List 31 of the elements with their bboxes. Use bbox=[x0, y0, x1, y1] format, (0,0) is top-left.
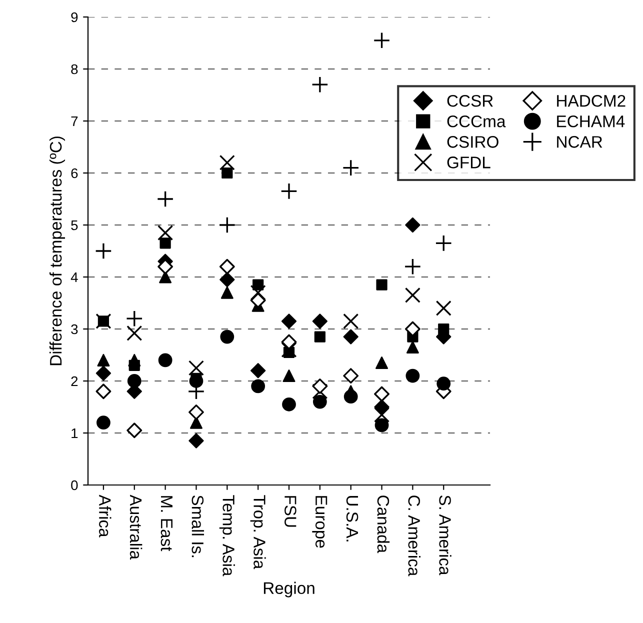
x-axis-title: Region bbox=[264, 582, 314, 598]
x-tick-label: Canada bbox=[377, 496, 390, 554]
legend-label: CSIRO bbox=[447, 136, 498, 148]
y-axis-title: Difference of temperatures (ºC) bbox=[49, 136, 65, 366]
x-tick-label: Australia bbox=[130, 494, 142, 560]
y-tick-label: 6 bbox=[71, 168, 78, 178]
legend-label: NCAR bbox=[557, 136, 602, 148]
x-tick-label: FSU bbox=[284, 496, 296, 527]
x-tick-label: Europe bbox=[312, 496, 328, 548]
x-tick-label: S. America bbox=[439, 495, 452, 576]
x-tick-label: M. East bbox=[160, 496, 172, 552]
x-tick-label: U.S.A. bbox=[346, 496, 358, 542]
y-tick-label: 3 bbox=[71, 324, 78, 334]
x-tick-label: Trop. Asia bbox=[250, 495, 266, 570]
legend-label: ECHAM4 bbox=[557, 115, 625, 128]
y-tick-label: 5 bbox=[71, 220, 78, 230]
y-tick-label: 9 bbox=[71, 12, 78, 22]
y-tick-label: 7 bbox=[71, 116, 78, 126]
x-tick-label: Temp. Asia bbox=[219, 495, 235, 576]
x-tick-label: Africa bbox=[98, 494, 112, 538]
y-tick-label: 2 bbox=[71, 376, 78, 386]
y-tick-label: 1 bbox=[72, 428, 78, 438]
x-tick-label: C. America bbox=[408, 496, 420, 576]
legend-label: CCCma bbox=[447, 115, 506, 128]
y-tick-label: 8 bbox=[71, 64, 78, 74]
y-tick-label: 4 bbox=[70, 272, 78, 282]
legend-label: CCSR bbox=[447, 94, 493, 107]
legend-label: GFDL bbox=[447, 156, 490, 168]
legend-label: HADCM2 bbox=[557, 94, 626, 107]
y-tick-label: 0 bbox=[71, 480, 78, 490]
x-tick-label: Small Is. bbox=[192, 495, 204, 558]
